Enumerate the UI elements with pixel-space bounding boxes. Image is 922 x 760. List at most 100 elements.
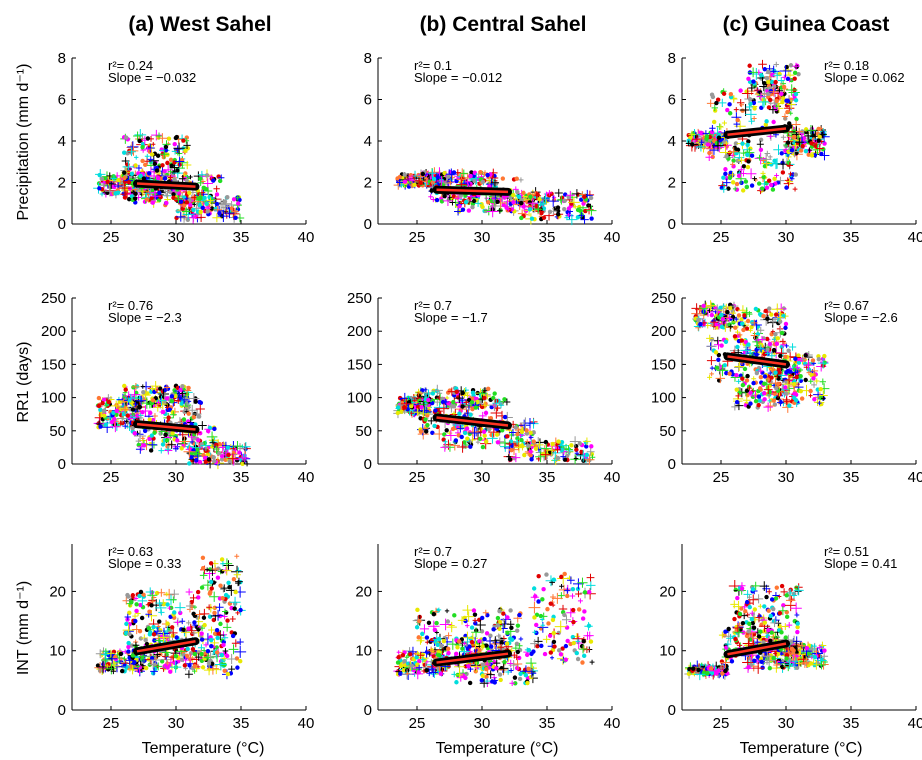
scatter-point [808,393,813,398]
scatter-point [745,318,751,324]
scatter-point [784,98,789,103]
scatter-point [140,158,145,164]
scatter-point [445,646,451,652]
scatter-point [525,680,530,686]
scatter-point [489,200,501,212]
scatter-point [574,447,579,452]
scatter-point [576,607,582,612]
scatter-point [159,149,169,159]
scatter-point [725,107,730,113]
scatter-point [396,650,401,655]
scatter-point [143,162,148,168]
scatter-point [756,402,761,408]
scatter-point [723,171,728,177]
scatter-point [154,194,159,200]
scatter-point [202,195,207,201]
scatter-point [758,375,764,380]
scatter-point [746,342,751,347]
scatter-point [157,619,162,624]
scatter-point [529,216,535,221]
x-tick-label: 25 [713,229,730,246]
scatter-point [150,398,156,403]
scatter-point [793,172,798,177]
scatter-point [482,636,487,642]
scatter-point [547,633,553,638]
scatter-point [534,622,539,628]
scatter-point [442,170,447,176]
scatter-point [758,137,764,143]
scatter-point [178,174,187,183]
scatter-point [185,646,190,652]
y-tick-label: 200 [347,323,372,340]
scatter-point [155,599,164,607]
scatter-point [569,443,574,448]
scatter-point [224,208,235,219]
scatter-point [138,589,144,595]
scatter-point [792,76,797,81]
scatter-point [234,646,247,658]
scatter-point [715,373,726,384]
scatter-point [511,453,521,463]
scatter-point [209,643,214,649]
slope-annotation: Slope = −0.032 [108,70,196,85]
scatter-point [235,195,241,201]
scatter-point [721,175,726,180]
x-tick-label: 40 [604,229,621,246]
column-title-central-sahel: (b) Central Sahel [420,13,587,36]
scatter-point [148,410,153,416]
scatter-point [562,612,567,618]
x-tick-label: 30 [168,715,185,732]
scatter-point [198,176,203,181]
scatter-point [419,405,424,410]
scatter-point [495,199,500,205]
scatter-point [151,624,156,630]
scatter-point [792,186,798,192]
scatter-point [211,455,216,460]
scatter-point [492,391,497,396]
scatter-point [436,666,441,671]
scatter-point [173,197,179,202]
scatter-point [207,591,213,596]
scatter-point [525,657,537,669]
scatter-point [571,607,576,613]
scatter-point [792,70,798,76]
scatter-point [97,186,102,191]
scatter-point [819,378,826,385]
scatter-point [417,618,422,624]
scatter-point [195,589,201,595]
scatter-point [556,439,561,444]
scatter-point [756,181,762,186]
scatter-point [734,372,739,378]
scatter-point [173,653,179,659]
scatter-point [442,443,449,450]
scatter-point [519,429,525,434]
scatter-point [569,593,576,599]
scatter-point [225,618,230,623]
scatter-point [464,178,471,185]
scatter-point [229,616,236,623]
scatter-point [768,97,773,103]
x-tick-label: 25 [713,469,730,486]
scatter-point [764,119,769,124]
scatter-point [533,446,539,451]
scatter-point [816,138,821,143]
slope-annotation: Slope = −2.6 [824,310,898,325]
scatter-point [96,403,102,409]
scatter-point [749,319,755,325]
scatter-point [526,666,531,671]
scatter-point [163,432,168,437]
scatter-point [723,167,728,172]
scatter-point [518,636,524,642]
scatter-point [161,409,166,415]
scatter-point [751,380,756,386]
scatter-point [736,99,745,107]
scatter-point [480,615,485,621]
scatter-point [794,374,799,380]
scatter-point [162,176,168,182]
scatter-point [808,388,813,394]
y-tick-label: 100 [41,390,66,407]
scatter-point [547,209,553,214]
